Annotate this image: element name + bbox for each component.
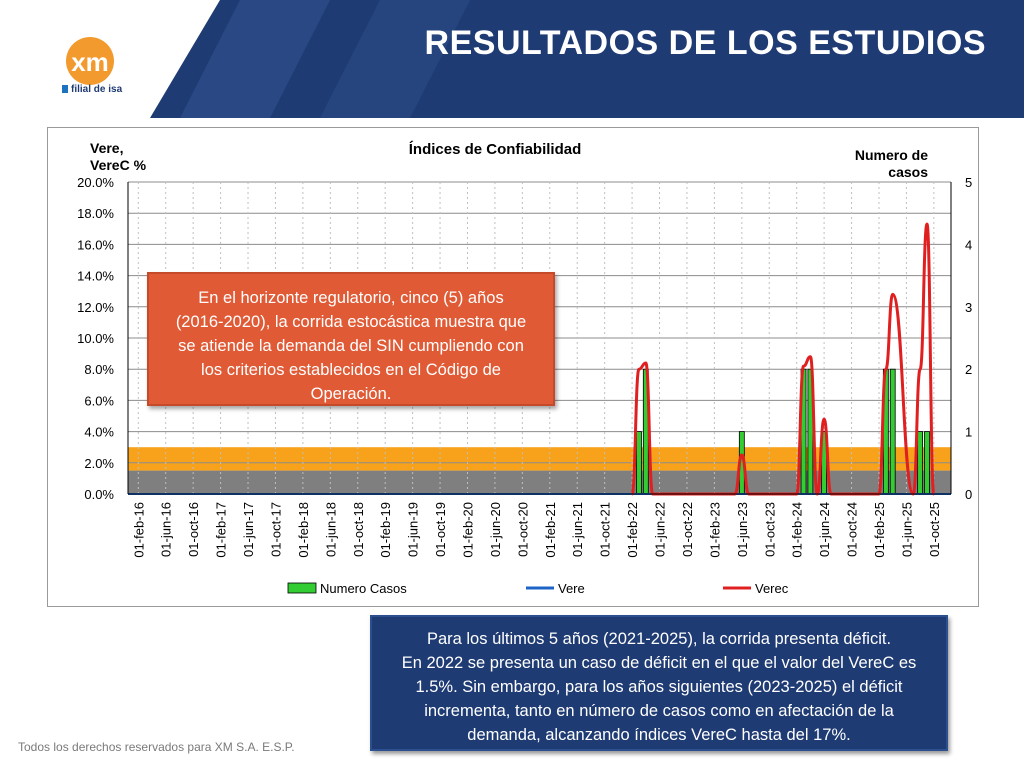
x-tick-label: 01-oct-16	[186, 502, 201, 557]
x-tick-label: 01-oct-17	[268, 502, 283, 557]
x-tick-label: 01-jun-25	[899, 502, 914, 557]
x-tick-label: 01-feb-18	[296, 502, 311, 558]
deficit-callout-line: En 2022 se presenta un caso de déficit e…	[401, 654, 917, 672]
y-tick-label: 6.0%	[84, 393, 114, 408]
legend-label: Verec	[755, 581, 789, 596]
x-tick-label: 01-feb-19	[378, 502, 393, 558]
y-tick-label: 20.0%	[77, 175, 114, 190]
deficit-callout: Para los últimos 5 años (2021-2025), la …	[370, 615, 948, 751]
y-tick-label: 4.0%	[84, 425, 114, 440]
y-tick-label: 2.0%	[84, 456, 114, 471]
horizon-callout-line: Operación.	[310, 385, 392, 403]
y-tick-label: 8.0%	[84, 362, 114, 377]
bar-numero-casos	[889, 368, 896, 495]
x-tick-label: 01-feb-25	[872, 502, 887, 558]
xm-logo: xm	[66, 37, 114, 85]
y-axis-label-2: VereC %	[90, 157, 147, 173]
legend-swatch	[287, 582, 317, 594]
x-tick-label: 01-feb-16	[131, 502, 146, 558]
y2-tick-label: 1	[965, 425, 972, 440]
x-tick-label: 01-oct-24	[845, 502, 860, 557]
y2-axis-label-1: Numero de	[855, 147, 928, 163]
x-tick-label: 01-jun-21	[570, 502, 585, 557]
chart-title: Índices de Confiabilidad	[409, 141, 582, 158]
horizon-callout-line: En el horizonte regulatorio, cinco (5) a…	[198, 289, 504, 307]
y-tick-label: 0.0%	[84, 487, 114, 502]
x-tick-label: 01-jun-20	[488, 502, 503, 557]
y2-tick-label: 4	[965, 237, 972, 252]
x-tick-label: 01-jun-18	[323, 502, 338, 557]
x-tick-label: 01-feb-21	[543, 502, 558, 558]
x-tick-label: 01-feb-22	[625, 502, 640, 558]
legend-label: Numero Casos	[320, 581, 407, 596]
reliability-chart: Índices de Confiabilidad Vere, VereC % N…	[77, 140, 972, 596]
x-tick-label: 01-oct-21	[598, 502, 613, 557]
y2-tick-label: 0	[965, 487, 972, 502]
legend-label: Vere	[558, 581, 585, 596]
page-title: RESULTADOS DE LOS ESTUDIOS	[424, 24, 986, 62]
x-tick-label: 01-feb-20	[460, 502, 475, 558]
y2-axis-label-2: casos	[888, 164, 928, 180]
logo-subtitle: filial de isa	[62, 84, 122, 95]
x-tick-label: 01-jun-22	[653, 502, 668, 557]
horizon-callout-line: (2016-2020), la corrida estocástica mues…	[175, 313, 527, 331]
deficit-callout-line: 1.5%. Sin embargo, para los años siguien…	[415, 678, 903, 696]
header-band	[0, 0, 1024, 118]
x-tick-label: 01-feb-24	[790, 502, 805, 558]
y-tick-label: 12.0%	[77, 300, 114, 315]
y-tick-label: 16.0%	[77, 237, 114, 252]
y2-tick-label: 2	[965, 362, 972, 377]
bar-numero-casos	[636, 431, 642, 495]
x-tick-label: 01-oct-25	[927, 502, 942, 557]
y-axis-label-1: Vere,	[90, 140, 123, 156]
bar-numero-casos	[924, 431, 930, 495]
x-tick-label: 01-oct-20	[515, 502, 530, 557]
deficit-callout-line: demanda, alcanzando índices VereC hasta …	[467, 726, 851, 744]
horizon-callout: En el horizonte regulatorio, cinco (5) a…	[147, 272, 555, 406]
horizon-callout-line: se atiende la demanda del SIN cumpliendo…	[178, 337, 524, 355]
bar-numero-casos	[917, 431, 924, 495]
x-tick-label: 01-oct-19	[433, 502, 448, 557]
y-tick-label: 10.0%	[77, 331, 114, 346]
y2-tick-label: 5	[965, 175, 972, 190]
x-tick-label: 01-jun-24	[817, 502, 832, 557]
deficit-callout-line: incrementa, tanto en número de casos com…	[424, 702, 894, 720]
y-tick-label: 18.0%	[77, 206, 114, 221]
x-tick-label: 01-oct-23	[762, 502, 777, 557]
x-tick-label: 01-oct-18	[351, 502, 366, 557]
x-tick-label: 01-jun-16	[159, 502, 174, 557]
y-tick-label: 14.0%	[77, 269, 114, 284]
x-tick-label: 01-jun-19	[406, 502, 421, 557]
x-tick-label: 01-oct-22	[680, 502, 695, 557]
y2-tick-label: 3	[965, 300, 972, 315]
x-tick-label: 01-jun-23	[735, 502, 750, 557]
footer-copyright: Todos los derechos reservados para XM S.…	[18, 740, 295, 754]
x-tick-label: 01-feb-23	[707, 502, 722, 558]
chart-frame: Índices de Confiabilidad Vere, VereC % N…	[47, 127, 979, 607]
logo-text: xm	[71, 47, 109, 77]
x-tick-label: 01-jun-17	[241, 502, 256, 557]
deficit-callout-line: Para los últimos 5 años (2021-2025), la …	[426, 630, 892, 648]
horizon-callout-line: los criterios establecidos en el Código …	[201, 361, 501, 379]
x-tick-label: 01-feb-17	[214, 502, 229, 558]
